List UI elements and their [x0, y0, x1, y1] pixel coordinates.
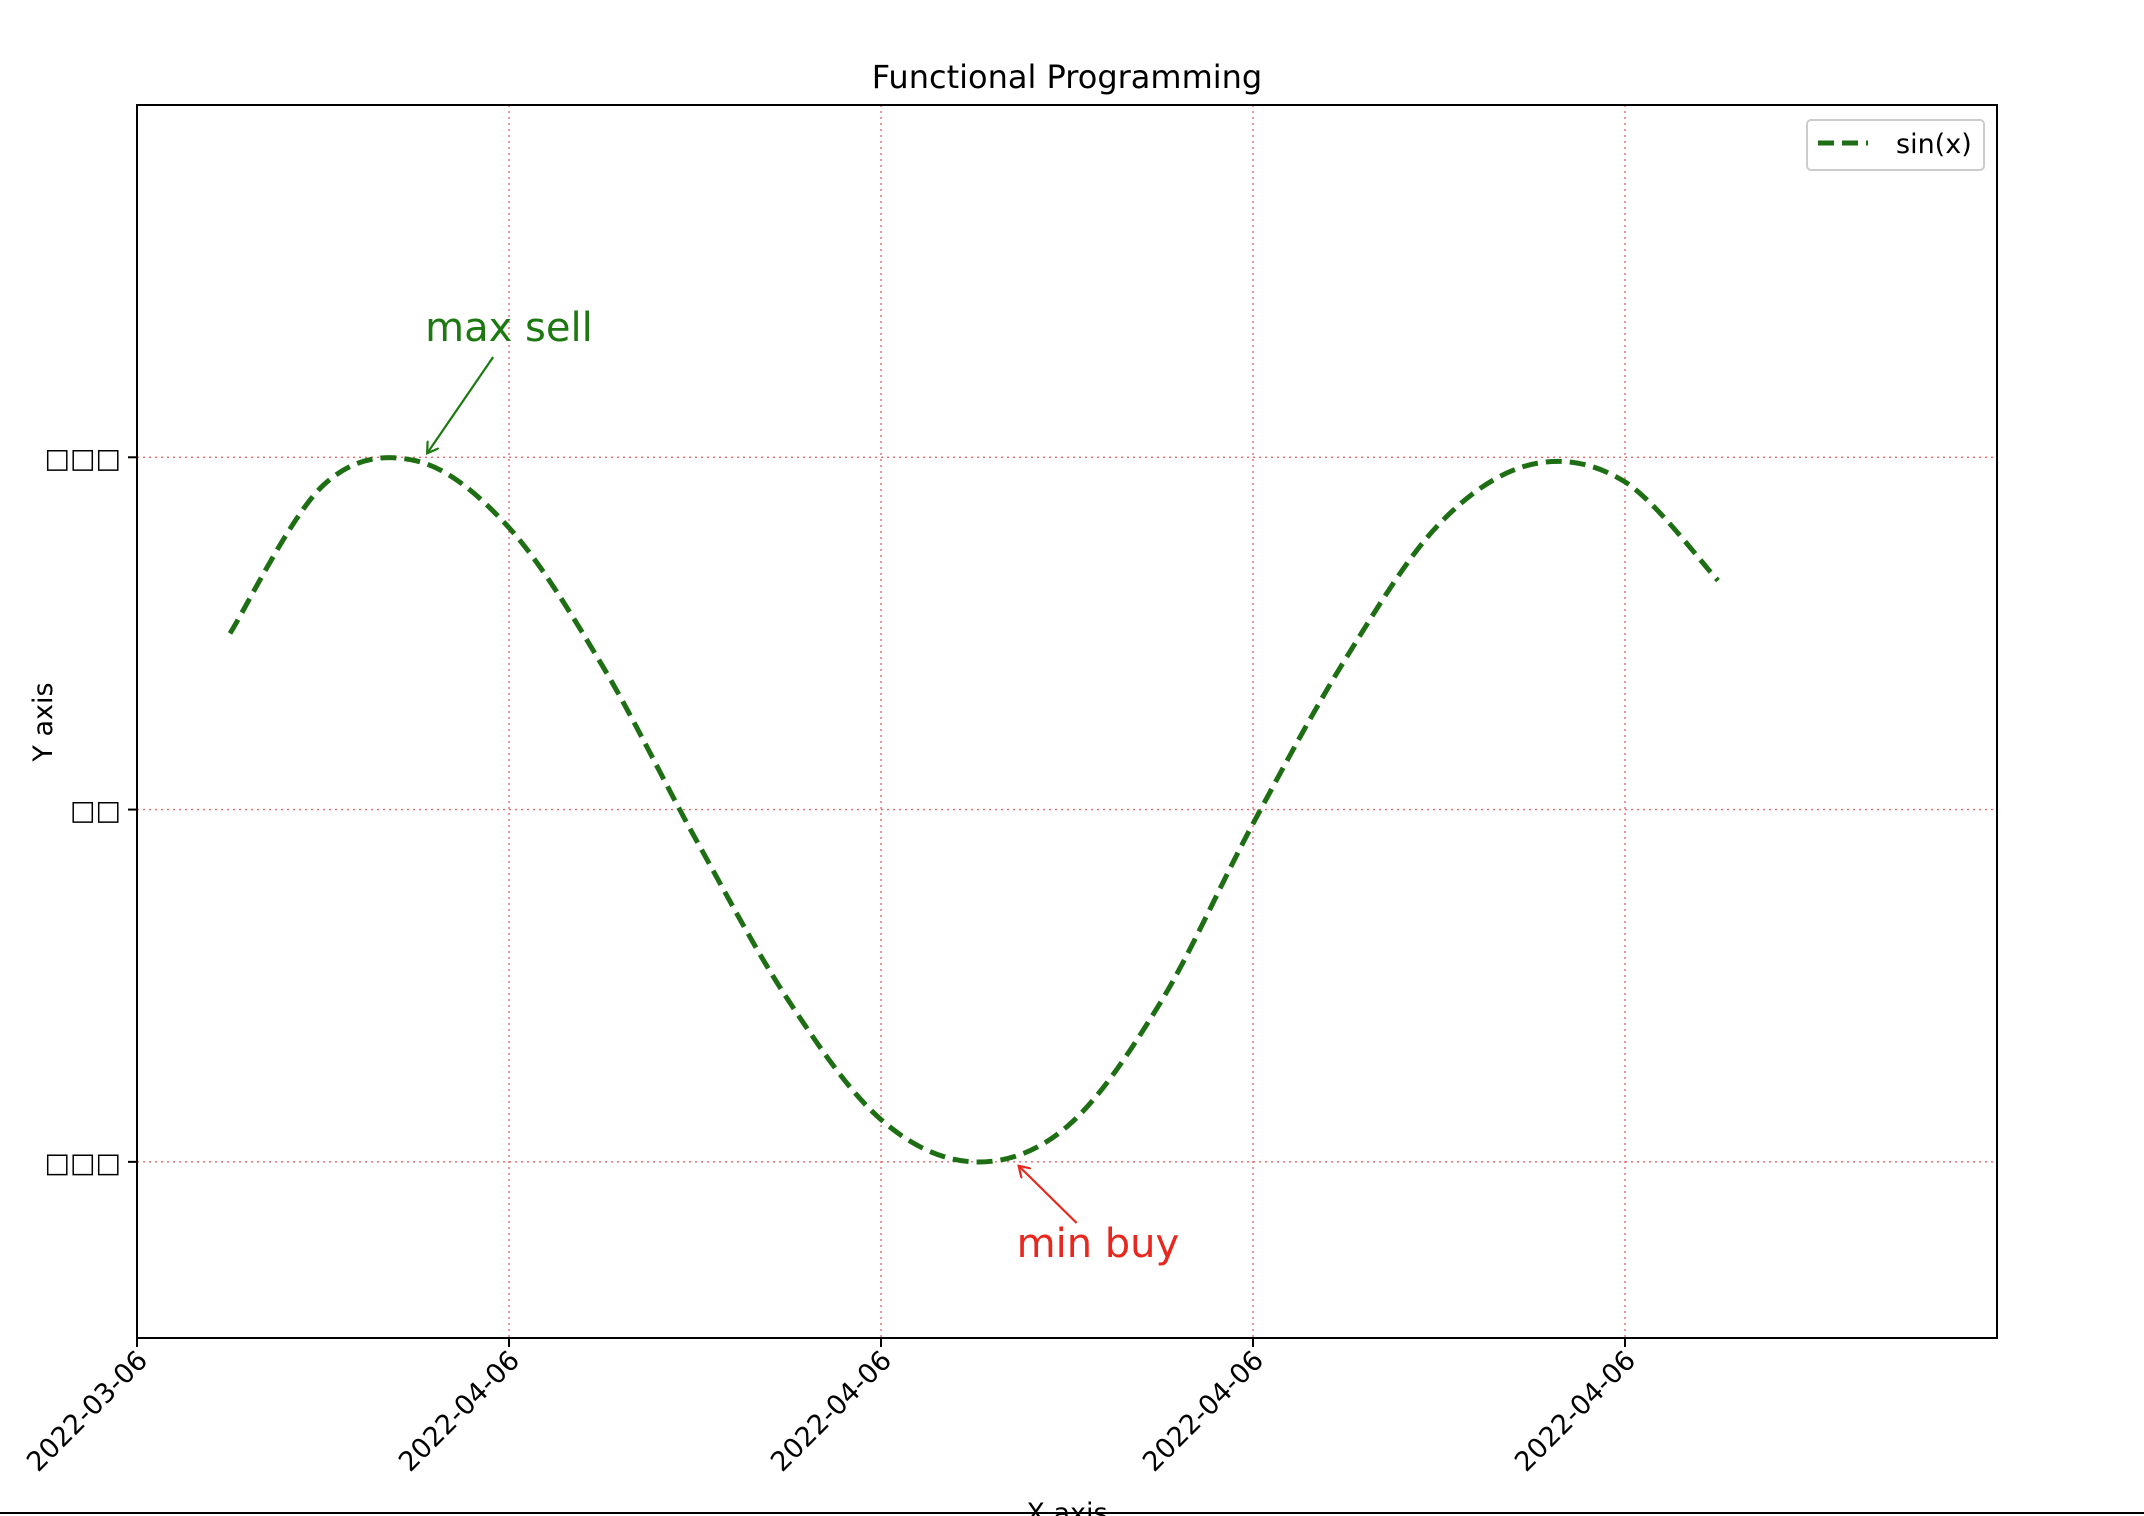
chart-title: Functional Programming [872, 58, 1262, 96]
annotation-label: min buy [1017, 1221, 1180, 1267]
annotation-label: max sell [425, 305, 593, 351]
legend: sin(x) [1806, 119, 1985, 171]
y-tick-label: □□□ [44, 1148, 121, 1179]
legend-label: sin(x) [1896, 129, 1972, 160]
y-tick-label: □□□ [44, 443, 121, 474]
series-line [227, 455, 1720, 1165]
legend-box [1806, 119, 1985, 171]
y-tick-label: □□ [70, 796, 121, 827]
y-axis-label: Y axis [28, 682, 59, 762]
grid [137, 105, 1997, 1338]
annotation-arrow [1019, 1166, 1078, 1224]
annotation-arrow [427, 356, 495, 453]
bottom-border [0, 1512, 2144, 1514]
annotations: max sell min buy [425, 305, 1179, 1267]
plot-frame [136, 104, 1998, 1339]
y-ticks: □□□□□□□□ [44, 443, 137, 1179]
x-axis-label: X axis [1026, 1498, 1107, 1516]
series-layer [227, 455, 1720, 1165]
